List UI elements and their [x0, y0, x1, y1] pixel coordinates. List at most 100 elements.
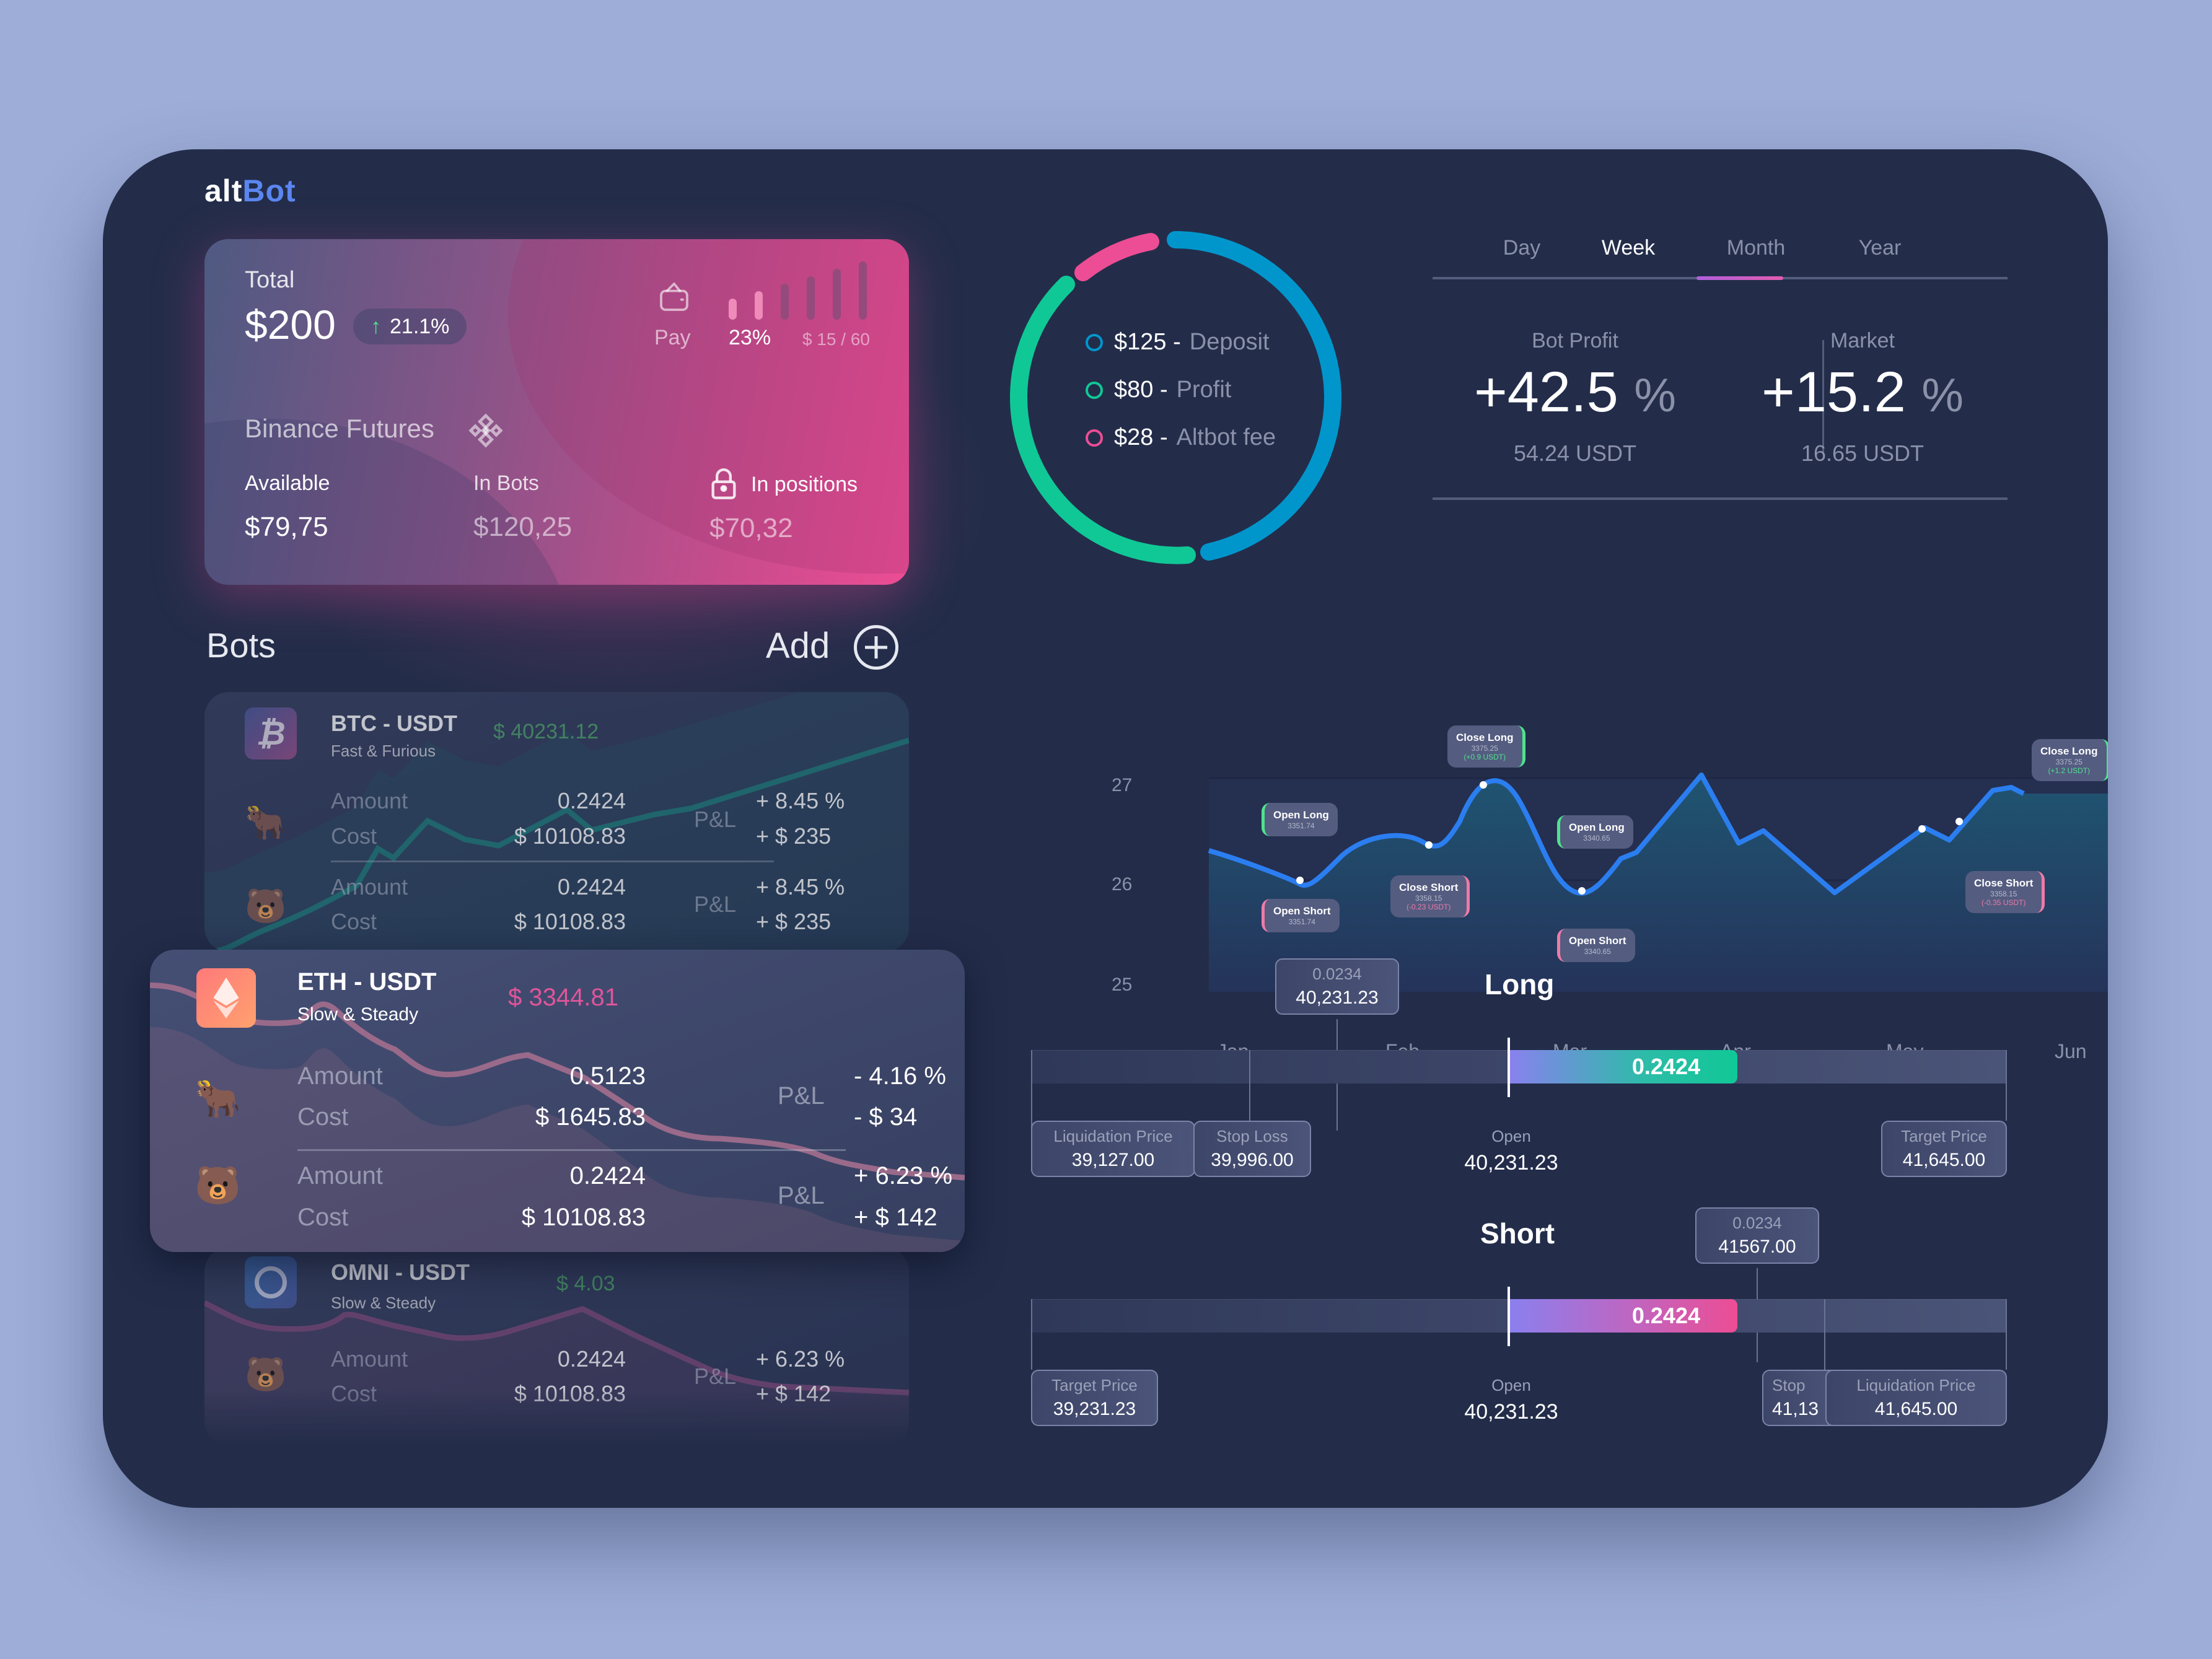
bot-sparkline — [150, 983, 965, 1252]
bot-card-btc[interactable]: ₿ BTC - USDT Fast & Furious $ 40231.12 🐂… — [204, 692, 909, 952]
row-divider — [297, 1149, 846, 1151]
tab-month[interactable]: Month — [1726, 236, 1786, 260]
long-marker-box[interactable]: 0.0234 40,231.23 — [1275, 958, 1399, 1015]
ethereum-icon — [196, 968, 256, 1028]
long-title: Long — [1485, 968, 1555, 1000]
legend-deposit: $125 - Deposit — [1086, 329, 1276, 356]
pl-usd: + $ 142 — [854, 1204, 937, 1231]
logo-suffix: Bot — [242, 173, 296, 208]
pl-percent: + 6.23 % — [854, 1162, 953, 1189]
cost-label: Cost — [331, 823, 377, 849]
market-number: +15.2 — [1762, 361, 1906, 424]
target-label: Target Price — [1901, 1127, 1987, 1145]
chart-marker-close-short[interactable]: Close Short 3358.15 (-0.23 USDT) — [1390, 875, 1470, 917]
pl-percent: + 8.45 % — [756, 788, 845, 813]
amount-label: Amount — [297, 1062, 383, 1090]
short-size-bar[interactable]: 0.2424 — [1508, 1299, 1737, 1333]
bot-tagline: Slow & Steady — [331, 1293, 436, 1312]
fee-dot-icon — [1086, 429, 1103, 447]
legend-amount: $80 - — [1114, 377, 1168, 403]
cost-label: Cost — [297, 1103, 349, 1131]
amount-value: 0.2424 — [569, 1162, 646, 1189]
percent-sign: % — [1634, 369, 1676, 422]
bot-profit-number: +42.5 — [1474, 361, 1618, 424]
marker-qty: 0.0234 — [1312, 965, 1362, 983]
marker-price: 3340.65 — [1583, 834, 1610, 843]
stop-loss-box[interactable]: Stop Loss 39,996.00 — [1193, 1121, 1311, 1177]
amount-label: Amount — [297, 1162, 383, 1189]
chart-marker-open-long[interactable]: Open Long 3351.74 — [1262, 803, 1338, 836]
bull-icon: 🐂 — [245, 804, 287, 841]
marker-title: Close Short — [1974, 877, 2034, 889]
row-divider — [331, 860, 774, 862]
y-tick: 26 — [1112, 874, 1133, 895]
cost-label: Cost — [297, 1204, 349, 1231]
omni-icon — [245, 1256, 297, 1308]
long-position: Long 0.0234 40,231.23 0.2424 Liquidation … — [1031, 958, 2007, 1225]
marker-pnl: (-0.23 USDT) — [1407, 903, 1451, 911]
arrow-up-icon: ↑ — [371, 315, 381, 338]
marker-price: 3375.25 — [2055, 758, 2083, 766]
cost-value: $ 10108.83 — [514, 909, 626, 934]
chart-marker-open-long[interactable]: Open Long 3340.65 — [1557, 815, 1633, 849]
add-bot-button[interactable] — [854, 625, 898, 670]
bot-profit-usdt: 54.24 USDT — [1513, 440, 1637, 466]
bear-icon: 🐻 — [245, 888, 287, 925]
marker-pnl: (+0.9 USDT) — [1464, 753, 1506, 761]
target-price-box[interactable]: Target Price 41,645.00 — [1881, 1121, 2007, 1177]
pay-fraction: $ 15 / 60 — [802, 330, 870, 349]
tab-week[interactable]: Week — [1601, 236, 1656, 260]
add-bot-label[interactable]: Add — [766, 626, 830, 666]
amount-value: 0.2424 — [557, 788, 626, 813]
open-value: 40,231.23 — [1464, 1151, 1558, 1175]
legend-amount: $28 - — [1114, 424, 1168, 450]
marker-title: Open Short — [1273, 905, 1331, 917]
marker-title: Close Short — [1399, 882, 1459, 893]
tab-day[interactable]: Day — [1503, 236, 1541, 260]
legend-amount: $125 - — [1114, 329, 1181, 355]
liquidation-line — [1031, 1050, 1032, 1162]
bot-sparkline — [204, 692, 909, 952]
card-decoration — [204, 419, 576, 585]
pl-label: P&L — [694, 891, 737, 917]
marker-price: 3358.15 — [1990, 890, 2017, 898]
chart-marker-open-short[interactable]: Open Short 3351.74 — [1262, 899, 1340, 932]
pay-label[interactable]: Pay — [654, 326, 691, 349]
available-label: Available — [245, 471, 330, 495]
chart-marker-open-short[interactable]: Open Short 3340.65 — [1557, 929, 1635, 962]
bot-card-omni[interactable]: OMNI - USDT Slow & Steady $ 4.03 🐻 Amoun… — [204, 1247, 909, 1445]
target-price-box[interactable]: Target Price 39,231.23 — [1031, 1370, 1158, 1426]
legend-fee: $28 - Altbot fee — [1086, 424, 1276, 451]
bot-tagline: Slow & Steady — [297, 1004, 419, 1025]
pl-usd: + $ 235 — [756, 823, 832, 849]
amount-label: Amount — [331, 1346, 408, 1372]
bot-profit-value: +42.5 % — [1433, 360, 1718, 425]
market-usdt: 16.65 USDT — [1801, 440, 1925, 466]
short-position: Short 0.0234 41567.00 0.2424 Target Price… — [1031, 1207, 2007, 1474]
available-value: $79,75 — [245, 512, 328, 542]
in-positions-label: In positions — [751, 473, 858, 496]
bot-tagline: Fast & Furious — [331, 742, 436, 760]
pl-label: P&L — [694, 1364, 737, 1389]
short-marker-box[interactable]: 0.0234 41567.00 — [1695, 1207, 1819, 1264]
profit-dot-icon — [1086, 381, 1103, 399]
y-tick: 27 — [1112, 775, 1133, 795]
amount-label: Amount — [331, 788, 408, 813]
chart-marker-close-short[interactable]: Close Short 3358.15 (-0.35 USDT) — [1965, 871, 2045, 913]
open-price: Open 40,231.23 — [1440, 1127, 1582, 1175]
metrics-divider — [1822, 340, 1824, 455]
in-bots-value: $120,25 — [473, 512, 573, 542]
chart-marker-close-long[interactable]: Close Long 3375.25 (+1.2 USDT) — [2032, 739, 2108, 781]
long-size-bar[interactable]: 0.2424 — [1508, 1050, 1737, 1083]
bot-card-eth[interactable]: ETH - USDT Slow & Steady $ 3344.81 🐂 Amo… — [150, 950, 965, 1252]
bitcoin-icon: ₿ — [245, 707, 297, 759]
change-value: 21.1% — [390, 315, 450, 338]
marker-qty: 0.0234 — [1732, 1214, 1782, 1232]
app-logo: altBot — [204, 173, 296, 209]
wallet-icon[interactable] — [657, 279, 691, 314]
legend-profit: $80 - Profit — [1086, 377, 1276, 403]
chart-marker-close-long[interactable]: Close Long 3375.25 (+0.9 USDT) — [1447, 725, 1525, 768]
tab-year[interactable]: Year — [1858, 236, 1902, 260]
percent-sign: % — [1921, 369, 1964, 422]
donut-legend: $125 - Deposit $80 - Profit $28 - Altbot fe… — [1086, 329, 1276, 451]
